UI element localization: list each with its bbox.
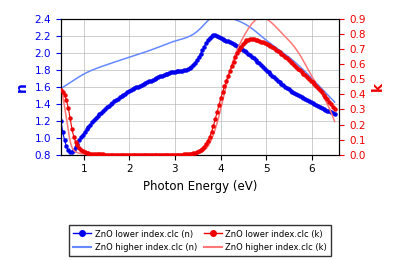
Y-axis label: n: n: [15, 82, 29, 92]
Y-axis label: k: k: [371, 82, 385, 92]
X-axis label: Photon Energy (eV): Photon Energy (eV): [143, 180, 257, 193]
Legend: ZnO lower index.clc (n), ZnO higher index.clc (n), ZnO lower index.clc (k), ZnO : ZnO lower index.clc (n), ZnO higher inde…: [69, 225, 331, 256]
